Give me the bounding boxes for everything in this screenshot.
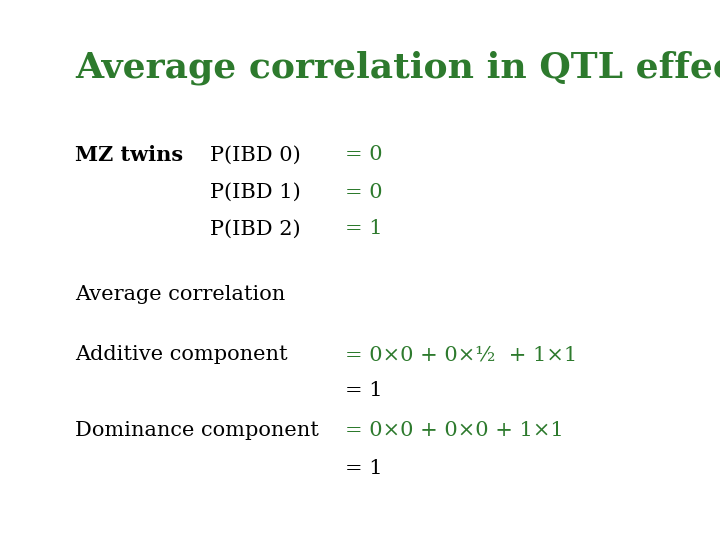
Text: Average correlation in QTL effects: Average correlation in QTL effects <box>75 51 720 85</box>
Text: Dominance component: Dominance component <box>75 421 319 440</box>
Text: = 0: = 0 <box>345 145 382 165</box>
Text: P(IBD 0): P(IBD 0) <box>210 145 301 165</box>
Text: = 0×0 + 0×0 + 1×1: = 0×0 + 0×0 + 1×1 <box>345 421 564 440</box>
Text: MZ twins: MZ twins <box>75 145 183 165</box>
Text: Average correlation: Average correlation <box>75 286 285 305</box>
Text: Additive component: Additive component <box>75 346 287 365</box>
Text: = 0: = 0 <box>345 183 382 201</box>
Text: P(IBD 1): P(IBD 1) <box>210 183 301 201</box>
Text: = 1: = 1 <box>345 381 382 400</box>
Text: P(IBD 2): P(IBD 2) <box>210 219 301 239</box>
Text: = 0×0 + 0×½  + 1×1: = 0×0 + 0×½ + 1×1 <box>345 346 577 365</box>
Text: = 1: = 1 <box>345 458 382 477</box>
Text: = 1: = 1 <box>345 219 382 239</box>
